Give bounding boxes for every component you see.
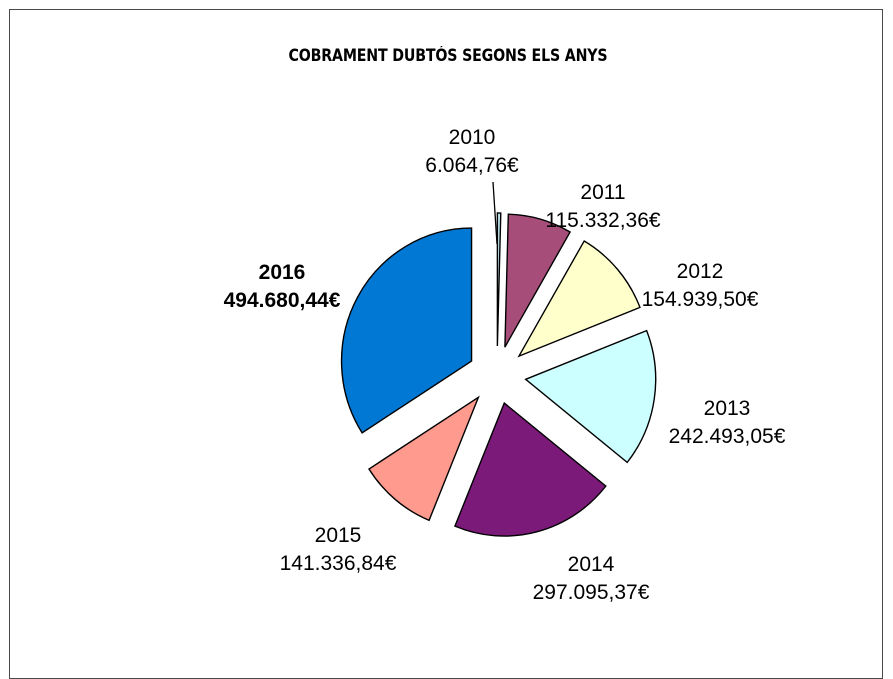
slice-label-2011: 2011 xyxy=(580,181,625,204)
leader-line-2010 xyxy=(492,181,498,245)
labels-layer: 2010 6.064,76€ 2011 115.332,36€ 2012 154.939,… xyxy=(224,126,786,604)
slice-label-2010: 2010 xyxy=(449,126,496,149)
pie-slice-2013 xyxy=(524,329,657,464)
pie-slice-2011 xyxy=(504,213,572,348)
slice-value-2010: 6.064,76€ xyxy=(425,154,519,177)
chart-title: COBRAMENT DUBTÓS SEGONS ELS ANYS xyxy=(288,46,608,65)
slice-label-2016: 2016 xyxy=(259,261,306,284)
pie-slice-2015 xyxy=(368,395,480,522)
slice-label-2015: 2015 xyxy=(315,524,362,547)
slice-label-2012: 2012 xyxy=(677,260,724,283)
slice-value-2012: 154.939,50€ xyxy=(642,288,759,311)
slice-label-2014: 2014 xyxy=(568,553,615,576)
slice-value-2016: 494.680,44€ xyxy=(224,289,341,312)
slice-value-2011: 115.332,36€ xyxy=(545,209,661,232)
slices-layer xyxy=(340,212,657,537)
slice-label-2013: 2013 xyxy=(704,397,751,420)
pie-chart: 2010 6.064,76€ 2011 115.332,36€ 2012 154.939,… xyxy=(224,126,786,604)
pie-slice-2014 xyxy=(454,401,607,537)
pie-slice-2012 xyxy=(517,240,641,358)
pie-slice-2016 xyxy=(340,227,473,434)
slice-value-2014: 297.095,37€ xyxy=(533,581,650,604)
slice-value-2015: 141.336,84€ xyxy=(280,552,397,575)
pie-slice-2010 xyxy=(496,212,502,347)
slice-value-2013: 242.493,05€ xyxy=(669,425,786,448)
